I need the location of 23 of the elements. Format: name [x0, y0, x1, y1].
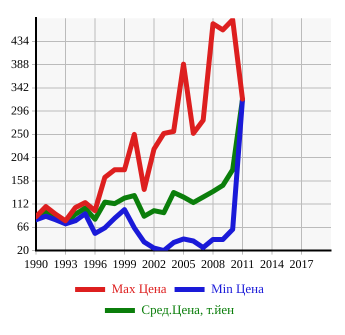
y-tick-label: 342: [11, 80, 29, 94]
y-tick-label: 158: [11, 173, 29, 188]
y-tick-label: 388: [11, 56, 29, 71]
x-tick-label: 1996: [83, 256, 107, 271]
y-tick-label: 112: [11, 196, 29, 210]
x-tick-label: 2011: [230, 256, 254, 271]
y-tick-label: 434: [11, 34, 29, 48]
legend-label: Min Цена: [211, 280, 264, 296]
x-tick-label: 1993: [54, 256, 78, 271]
y-tick-label: 66: [17, 220, 29, 234]
x-tick-label: 2008: [201, 256, 225, 271]
x-tick-label: 1990: [24, 256, 48, 271]
x-tick-label: 1999: [112, 256, 136, 271]
legend-label: Сред.Цена, т.йен: [141, 302, 234, 317]
x-tick-label: 2005: [172, 256, 196, 271]
y-tick-label: 296: [11, 103, 29, 118]
y-tick-label: 204: [11, 150, 29, 164]
x-tick-label: 2014: [260, 256, 284, 271]
legend-label: Max Цена: [112, 280, 167, 296]
y-tick-label: 20: [17, 242, 29, 257]
y-tick-label: 250: [11, 126, 29, 141]
x-tick-label: 2017: [290, 256, 314, 271]
x-tick-label: 2002: [142, 256, 166, 271]
